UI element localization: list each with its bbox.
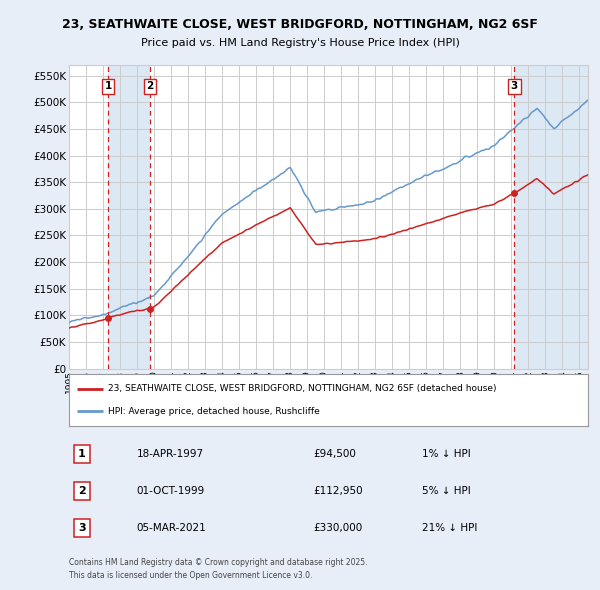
Text: 5% ↓ HPI: 5% ↓ HPI	[422, 486, 470, 496]
Bar	[108, 65, 150, 369]
Text: 23, SEATHWAITE CLOSE, WEST BRIDGFORD, NOTTINGHAM, NG2 6SF: 23, SEATHWAITE CLOSE, WEST BRIDGFORD, NO…	[62, 18, 538, 31]
Text: 2: 2	[78, 486, 86, 496]
Text: 01-OCT-1999: 01-OCT-1999	[136, 486, 205, 496]
Text: This data is licensed under the Open Government Licence v3.0.: This data is licensed under the Open Gov…	[69, 571, 313, 580]
Text: 05-MAR-2021: 05-MAR-2021	[136, 523, 206, 533]
Text: 1% ↓ HPI: 1% ↓ HPI	[422, 450, 470, 460]
Text: 23, SEATHWAITE CLOSE, WEST BRIDGFORD, NOTTINGHAM, NG2 6SF (detached house): 23, SEATHWAITE CLOSE, WEST BRIDGFORD, NO…	[108, 384, 496, 393]
Text: £330,000: £330,000	[313, 523, 362, 533]
Text: 1: 1	[104, 81, 112, 91]
Text: £94,500: £94,500	[313, 450, 356, 460]
Text: Price paid vs. HM Land Registry's House Price Index (HPI): Price paid vs. HM Land Registry's House …	[140, 38, 460, 48]
Text: 3: 3	[511, 81, 518, 91]
Bar	[514, 65, 588, 369]
Text: 21% ↓ HPI: 21% ↓ HPI	[422, 523, 477, 533]
Text: 18-APR-1997: 18-APR-1997	[136, 450, 203, 460]
Text: HPI: Average price, detached house, Rushcliffe: HPI: Average price, detached house, Rush…	[108, 407, 320, 416]
Text: 1: 1	[78, 450, 86, 460]
Text: 3: 3	[78, 523, 86, 533]
Text: Contains HM Land Registry data © Crown copyright and database right 2025.: Contains HM Land Registry data © Crown c…	[69, 558, 367, 566]
Text: £112,950: £112,950	[313, 486, 362, 496]
Text: 2: 2	[146, 81, 154, 91]
